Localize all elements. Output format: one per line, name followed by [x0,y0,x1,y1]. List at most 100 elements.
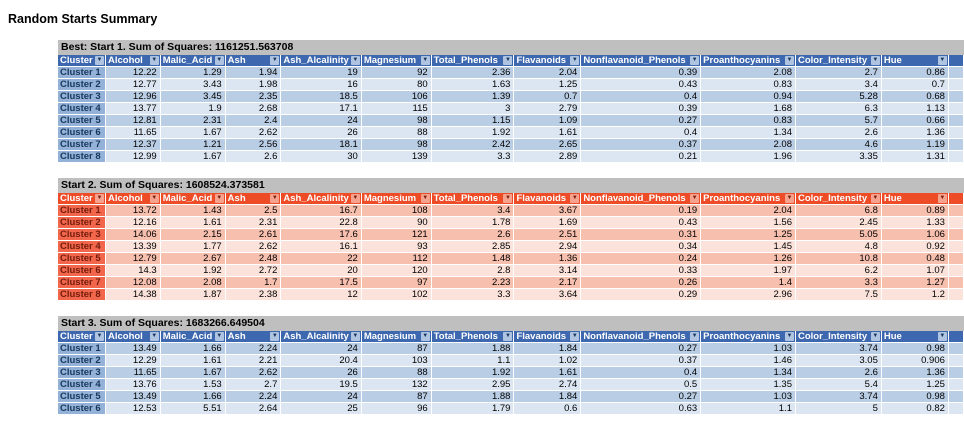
data-cell[interactable]: 1.7 [225,277,282,289]
data-cell[interactable]: 1.66 [160,343,226,355]
data-cell-cutoff[interactable] [948,343,964,355]
data-cell[interactable]: 0.98 [881,343,949,355]
data-cell[interactable]: 0.43 [581,79,702,91]
data-cell[interactable]: 0.29 [581,289,702,301]
data-cell[interactable]: 1.13 [881,103,949,115]
data-cell[interactable]: 17.1 [281,103,362,115]
filter-dropdown-button[interactable]: ▼ [94,194,104,203]
data-cell[interactable]: 12.96 [105,91,161,103]
row-header-cell[interactable]: Cluster 4 [58,379,106,391]
data-cell[interactable]: 3.05 [795,355,882,367]
data-cell[interactable]: 2.6 [795,367,882,379]
row-header-cell[interactable]: Cluster 6 [58,265,106,277]
data-cell[interactable]: 0.31 [581,229,702,241]
data-cell[interactable]: 0.34 [581,241,702,253]
data-cell[interactable]: 112 [361,253,432,265]
data-cell[interactable]: 2.36 [431,67,515,79]
data-cell[interactable]: 2.15 [160,229,226,241]
filter-dropdown-button[interactable]: ▼ [503,56,513,65]
filter-dropdown-button[interactable]: ▼ [784,332,794,341]
data-cell[interactable]: 0.19 [581,205,702,217]
row-header-cell[interactable]: Cluster 1 [58,343,106,355]
filter-dropdown-button[interactable]: ▼ [214,56,224,65]
data-cell[interactable]: 26 [281,127,362,139]
data-cell[interactable]: 12.08 [105,277,161,289]
data-cell[interactable]: 6.2 [795,265,882,277]
filter-dropdown-button[interactable]: ▼ [570,56,580,65]
data-cell[interactable]: 1.61 [514,367,582,379]
row-header-cell[interactable]: Cluster 6 [58,403,106,415]
row-header-cell[interactable]: Cluster 8 [58,289,106,301]
data-cell[interactable]: 1.98 [225,79,282,91]
data-cell[interactable]: 2.89 [514,151,582,163]
data-cell[interactable]: 2.64 [225,403,282,415]
data-cell[interactable]: 7.5 [795,289,882,301]
data-cell[interactable]: 2.08 [701,67,796,79]
data-cell[interactable]: 0.98 [881,391,949,403]
data-cell[interactable]: 2.65 [514,139,582,151]
data-cell[interactable]: 1.25 [514,79,582,91]
data-cell[interactable]: 120 [361,265,432,277]
filter-dropdown-button[interactable]: ▼ [94,332,104,341]
data-cell[interactable]: 1.36 [514,253,582,265]
data-cell[interactable]: 13.49 [105,391,161,403]
data-cell[interactable]: 5.05 [795,229,882,241]
filter-dropdown-button[interactable]: ▼ [870,332,880,341]
data-cell[interactable]: 19.5 [281,379,362,391]
data-cell[interactable]: 1.25 [701,229,796,241]
data-cell[interactable]: 1.84 [514,343,582,355]
data-cell[interactable]: 1.9 [160,103,226,115]
data-cell[interactable]: 1.15 [431,115,515,127]
filter-dropdown-button[interactable]: ▼ [420,56,430,65]
data-cell[interactable]: 1.27 [881,277,949,289]
data-cell[interactable]: 1.92 [160,265,226,277]
data-cell-cutoff[interactable] [948,103,964,115]
data-cell[interactable]: 24 [281,391,362,403]
data-cell[interactable]: 1.92 [431,367,515,379]
data-cell[interactable]: 14.06 [105,229,161,241]
data-cell[interactable]: 1.84 [514,391,582,403]
data-cell[interactable]: 6.8 [795,205,882,217]
data-cell[interactable]: 1.1 [431,355,515,367]
data-cell[interactable]: 30 [281,151,362,163]
data-cell[interactable]: 1.29 [160,67,226,79]
filter-dropdown-button[interactable]: ▼ [784,56,794,65]
data-cell[interactable]: 14.38 [105,289,161,301]
data-cell[interactable]: 3.43 [160,79,226,91]
data-cell[interactable]: 2.24 [225,343,282,355]
row-header-cell[interactable]: Cluster 3 [58,367,106,379]
filter-dropdown-button[interactable]: ▼ [350,56,360,65]
data-cell[interactable]: 0.83 [701,79,796,91]
data-cell[interactable]: 20.4 [281,355,362,367]
data-cell[interactable]: 2.8 [431,265,515,277]
data-cell[interactable]: 1.2 [881,289,949,301]
data-cell[interactable]: 1.03 [701,391,796,403]
data-cell[interactable]: 4.6 [795,139,882,151]
data-cell[interactable]: 97 [361,277,432,289]
data-cell[interactable]: 22.8 [281,217,362,229]
data-cell-cutoff[interactable] [948,277,964,289]
data-cell[interactable]: 93 [361,241,432,253]
data-cell[interactable]: 0.27 [581,391,702,403]
data-cell[interactable]: 11.65 [105,367,161,379]
data-cell[interactable]: 0.89 [881,205,949,217]
data-cell[interactable]: 13.39 [105,241,161,253]
data-cell-cutoff[interactable] [948,391,964,403]
data-cell[interactable]: 12.53 [105,403,161,415]
data-cell[interactable]: 17.6 [281,229,362,241]
data-cell[interactable]: 1.68 [701,103,796,115]
data-cell[interactable]: 2.08 [160,277,226,289]
data-cell[interactable]: 11.65 [105,127,161,139]
data-cell[interactable]: 2.96 [701,289,796,301]
filter-dropdown-button[interactable]: ▼ [214,332,224,341]
data-cell[interactable]: 12.81 [105,115,161,127]
data-cell[interactable]: 3.67 [514,205,582,217]
row-header-cell[interactable]: Cluster 5 [58,391,106,403]
data-cell[interactable]: 2.6 [225,151,282,163]
data-cell[interactable]: 1.34 [701,127,796,139]
data-cell[interactable]: 1.45 [701,241,796,253]
data-cell[interactable]: 108 [361,205,432,217]
filter-dropdown-button[interactable]: ▼ [937,194,947,203]
data-cell[interactable]: 2.94 [514,241,582,253]
data-cell[interactable]: 0.68 [881,91,949,103]
